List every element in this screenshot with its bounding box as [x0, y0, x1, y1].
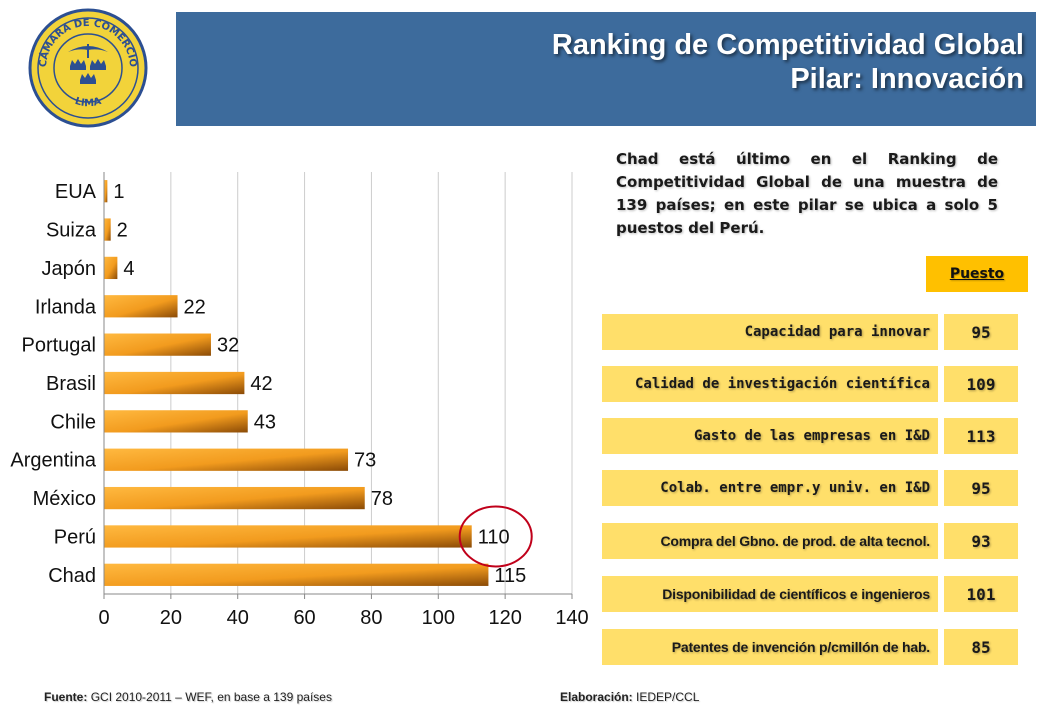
x-tick-label: 120 [488, 607, 521, 629]
x-tick-label: 0 [98, 607, 109, 629]
logo-bottom-text: LIMA [73, 96, 102, 109]
pillar-value: 95 [944, 470, 1018, 506]
pillar-label: Patentes de invención p/cmillón de hab. [602, 629, 938, 665]
value-label: 73 [354, 450, 376, 472]
author-label: Elaboración: [560, 690, 633, 704]
pillar-value: 113 [944, 418, 1018, 454]
category-label: Japón [42, 258, 97, 280]
chad-note-text: Chad está último en el Ranking de Compet… [616, 150, 998, 237]
category-label: Chile [50, 411, 96, 433]
value-label: 22 [184, 296, 206, 318]
pillar-label: Calidad de investigación científica [602, 366, 938, 402]
value-label: 32 [217, 335, 239, 357]
x-tick-label: 60 [293, 607, 315, 629]
source-text: GCI 2010-2011 – WEF, en base a 139 paíse… [90, 690, 332, 704]
category-label: Suiza [46, 220, 97, 242]
value-label: 1 [113, 181, 124, 203]
pillar-label: Disponibilidad de científicos e ingenier… [602, 576, 938, 612]
category-label: Brasil [46, 373, 96, 395]
innovation-ranking-bar-chart: EUA Suiza Japón Irlanda Portugal Brasil Chile A… [10, 172, 589, 629]
author-text: IEDEP/CCL [636, 690, 700, 704]
value-label: 115 [494, 565, 526, 587]
pillar-label: Compra del Gbno. de prod. de alta tecnol… [602, 523, 938, 559]
category-label: Portugal [22, 335, 97, 357]
bar-suiza [104, 218, 111, 241]
page-title: Ranking de Competitividad Global [551, 29, 1024, 61]
bar-chad [104, 563, 489, 586]
bar-portugal [104, 333, 211, 356]
value-label: 4 [123, 258, 134, 280]
highlight-circle [458, 505, 533, 568]
pillar-label: Gasto de las empresas en I&D [602, 418, 938, 454]
category-label: Chad [48, 565, 96, 587]
source-footer: Fuente: GCI 2010-2011 – WEF, en base a 1… [44, 690, 332, 704]
bar-méxico [104, 486, 365, 510]
pillar-row-disponibilidad: Disponibilidad de científicos e ingenier… [602, 576, 1018, 612]
pillar-value: 85 [944, 629, 1018, 665]
pillar-row-calidad: Calidad de investigación científica 109 [602, 366, 1018, 402]
category-label: EUA [55, 181, 97, 203]
pillar-row-colab: Colab. entre empr.y univ. en I&D 95 [602, 470, 1018, 506]
category-label: México [33, 488, 96, 510]
x-tick-label: 100 [422, 607, 455, 629]
pillar-value: 93 [944, 523, 1018, 559]
svg-text:LIMA: LIMA [73, 96, 102, 109]
x-tick-label: 80 [360, 607, 382, 629]
value-label: 42 [250, 373, 272, 395]
source-label: Fuente: [44, 690, 88, 704]
puesto-column-header: Puesto [926, 256, 1028, 292]
crown-icons [70, 59, 106, 84]
bar-argentina [104, 448, 349, 471]
x-tick-label: 20 [160, 607, 182, 629]
bar-eua [104, 180, 108, 203]
bar-perú [104, 525, 472, 548]
pillar-row-patentes: Patentes de invención p/cmillón de hab. … [602, 629, 1018, 665]
category-label: Argentina [10, 450, 96, 472]
title-banner: Ranking de Competitividad Global Pilar: … [176, 12, 1036, 126]
category-label: Irlanda [35, 296, 97, 318]
x-tick-label: 140 [555, 607, 588, 629]
x-tick-label: 40 [227, 607, 249, 629]
pillar-value: 101 [944, 576, 1018, 612]
pillar-row-gasto: Gasto de las empresas en I&D 113 [602, 418, 1018, 454]
value-label: 78 [371, 488, 393, 510]
pillar-value: 109 [944, 366, 1018, 402]
pillar-label: Colab. entre empr.y univ. en I&D [602, 470, 938, 506]
pillar-value: 95 [944, 314, 1018, 350]
pillar-row-compra: Compra del Gbno. de prod. de alta tecnol… [602, 523, 1018, 559]
value-label: 110 [478, 526, 510, 548]
value-label: 43 [254, 411, 276, 433]
bar-japón [104, 256, 118, 280]
bar-brasil [104, 371, 245, 395]
pillar-row-capacidad: Capacidad para innovar 95 [602, 314, 1018, 350]
bar-chile [104, 410, 248, 433]
camara-comercio-lima-logo: CÁMARA DE COMERCIO LIMA [28, 8, 148, 128]
page-subtitle: Pilar: Innovación [790, 63, 1024, 95]
author-footer: Elaboración: IEDEP/CCL [560, 690, 699, 704]
value-label: 2 [117, 220, 128, 242]
pillar-label: Capacidad para innovar [602, 314, 938, 350]
bar-irlanda [104, 295, 178, 318]
category-label: Perú [54, 526, 96, 548]
